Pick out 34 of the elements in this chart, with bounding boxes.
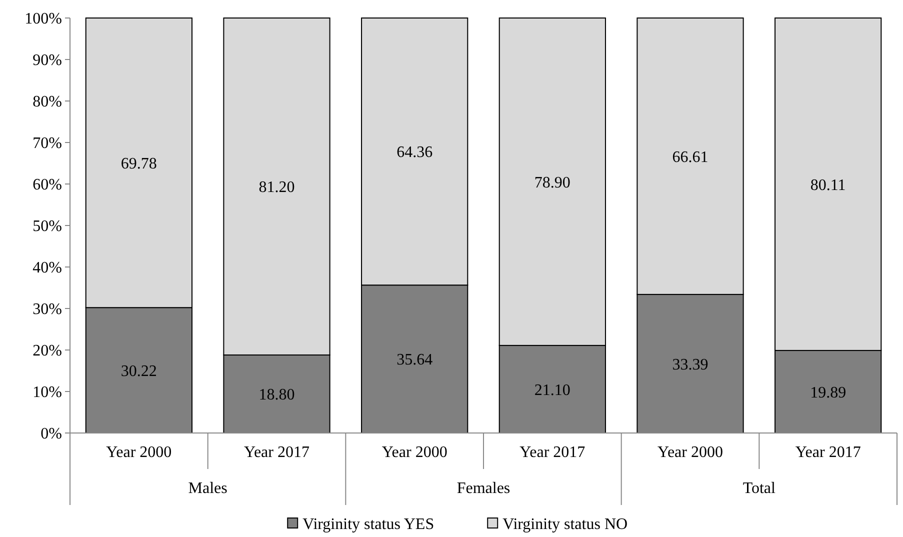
y-tick-label: 70%	[32, 135, 62, 152]
x-tick-label: Year 2000	[106, 444, 172, 461]
text: Males	[188, 480, 228, 497]
y-tick-label: 40%	[32, 260, 62, 277]
y-tick-label: 50%	[32, 218, 62, 236]
x-tick-label: Year 2017	[795, 444, 861, 461]
text: Females	[456, 480, 510, 497]
y-tick-label: 60%	[32, 176, 62, 194]
legend-label: Virginity status YES	[302, 516, 434, 533]
data-label: 81.20	[258, 179, 295, 196]
x-tick-label: Year 2000	[658, 444, 723, 461]
y-tick-label: 30%	[32, 301, 62, 318]
legend-label: Virginity status NO	[502, 516, 628, 533]
x-tick-label: Year 2017	[520, 444, 586, 461]
data-label: 19.89	[810, 384, 846, 402]
data-label: 35.64	[396, 352, 433, 369]
data-label: 69.78	[120, 155, 157, 172]
data-label: 33.39	[672, 356, 708, 374]
data-label: 66.61	[672, 148, 708, 166]
data-label: 21.10	[534, 382, 570, 399]
data-label: 78.90	[534, 174, 570, 192]
data-label: 80.11	[810, 176, 846, 194]
y-tick-label: 90%	[32, 52, 62, 70]
y-tick-label: 20%	[32, 342, 62, 360]
data-label: 30.22	[120, 362, 157, 380]
text: Total	[742, 480, 776, 497]
x-tick-label: Year 2017	[244, 444, 310, 461]
y-tick-label: 10%	[32, 384, 62, 402]
y-tick-label: 80%	[32, 94, 62, 111]
y-tick-label: 0%	[40, 426, 62, 443]
y-tick-label: 100%	[24, 10, 62, 28]
data-label: 18.80	[258, 386, 295, 404]
data-label: 64.36	[396, 144, 433, 162]
x-tick-label: Year 2000	[382, 444, 448, 461]
